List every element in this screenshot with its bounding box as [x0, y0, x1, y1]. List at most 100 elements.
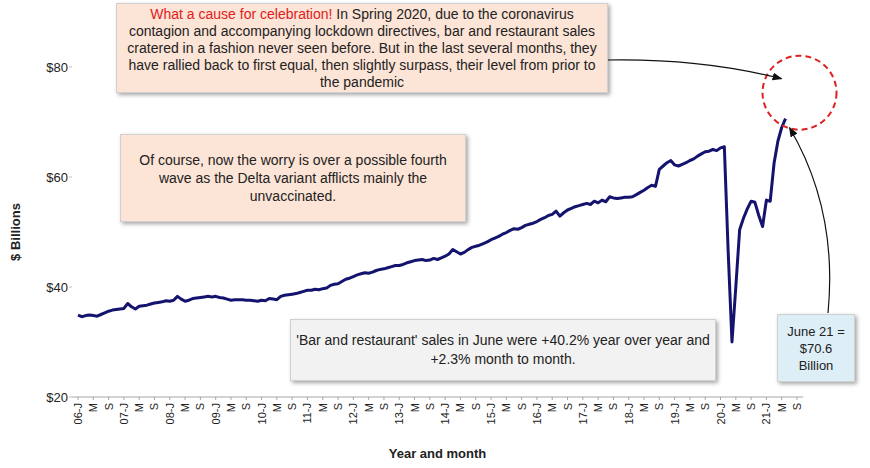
x-tick-label: S: [516, 403, 528, 410]
x-tick-label: S: [562, 403, 574, 410]
annotation-body: 'Bar and restaurant' sales in June were …: [296, 332, 710, 367]
x-tick-label: M: [592, 403, 604, 412]
x-tick-label: S: [103, 403, 115, 410]
x-tick-label: S: [470, 403, 482, 410]
annotation-box: What a cause for celebration! In Spring …: [116, 3, 608, 93]
x-tick: [598, 397, 599, 400]
x-tick: [674, 397, 675, 400]
x-tick: [429, 397, 430, 400]
x-tick: [491, 397, 492, 400]
annotation-box: June 21 = $70.6 Billion: [777, 314, 855, 382]
x-tick-label: S: [791, 403, 803, 410]
x-tick-label: S: [286, 403, 298, 410]
x-tick-label: M: [454, 403, 466, 412]
x-tick-label: M: [87, 403, 99, 412]
y-tick-label: $80: [46, 60, 68, 75]
x-tick: [230, 397, 231, 400]
x-tick-label: 10-J: [256, 403, 268, 424]
annotation-highlight: What a cause for celebration!: [150, 6, 332, 22]
x-tick-label: 08-J: [164, 403, 176, 424]
x-tick: [276, 397, 277, 400]
x-tick-label: 13-J: [393, 403, 405, 424]
y-tick-label: $20: [46, 390, 68, 405]
x-tick: [720, 397, 721, 400]
x-tick: [215, 397, 216, 400]
x-tick-label: 07-J: [118, 403, 130, 424]
callout-arrow: [606, 60, 782, 79]
x-tick-label: S: [745, 403, 757, 410]
x-tick: [689, 397, 690, 400]
x-tick: [368, 397, 369, 400]
x-tick-label: 21-J: [760, 403, 772, 424]
x-tick: [751, 397, 752, 400]
x-tick-label: S: [378, 403, 390, 410]
x-tick: [353, 397, 354, 400]
x-tick: [139, 397, 140, 400]
x-tick-label: M: [225, 403, 237, 412]
annotation-box: Of course, now the worry is over a possi…: [120, 134, 466, 222]
x-tick: [766, 397, 767, 400]
x-tick: [613, 397, 614, 400]
x-tick-label: S: [699, 403, 711, 410]
y-axis-title: $ Billions: [8, 203, 23, 261]
x-axis-title: Year and month: [389, 446, 487, 461]
x-tick: [78, 397, 79, 400]
x-tick-label: S: [653, 403, 665, 410]
x-tick: [185, 397, 186, 400]
annotation-body: Of course, now the worry is over a possi…: [139, 152, 446, 204]
x-tick: [383, 397, 384, 400]
x-tick-label: S: [240, 403, 252, 410]
y-tick: [69, 177, 72, 178]
x-tick-label: 11-J: [301, 403, 313, 424]
x-tick: [536, 397, 537, 400]
y-tick: [69, 397, 72, 398]
x-tick: [521, 397, 522, 400]
annotation-text: June 21 = $70.6 Billion: [783, 323, 849, 374]
x-tick: [475, 397, 476, 400]
x-tick: [628, 397, 629, 400]
x-tick: [399, 397, 400, 400]
x-tick-label: 14-J: [439, 403, 451, 424]
x-tick-label: M: [500, 403, 512, 412]
annotation-box: 'Bar and restaurant' sales in June were …: [290, 319, 716, 381]
x-tick: [93, 397, 94, 400]
x-tick: [338, 397, 339, 400]
highlight-circle: [763, 56, 837, 130]
x-tick-label: 18-J: [623, 403, 635, 424]
x-tick: [154, 397, 155, 400]
plot-area: [78, 119, 786, 342]
x-tick: [307, 397, 308, 400]
y-tick: [69, 287, 72, 288]
annotation-text: Of course, now the worry is over a possi…: [126, 151, 460, 205]
annotation-text: 'Bar and restaurant' sales in June were …: [296, 331, 710, 369]
x-tick: [169, 397, 170, 400]
x-tick-label: M: [776, 403, 788, 412]
x-tick-label: 17-J: [577, 403, 589, 424]
x-tick-label: M: [638, 403, 650, 412]
x-tick: [460, 397, 461, 400]
y-tick-label: $60: [46, 170, 68, 185]
x-tick-label: 09-J: [210, 403, 222, 424]
x-tick: [644, 397, 645, 400]
x-axis-line: [72, 397, 803, 398]
x-tick: [797, 397, 798, 400]
x-tick: [659, 397, 660, 400]
annotation-body: June 21 = $70.6 Billion: [787, 324, 844, 373]
x-tick: [322, 397, 323, 400]
x-tick-label: 15-J: [485, 403, 497, 424]
callout-arrow: [790, 128, 830, 313]
x-tick: [567, 397, 568, 400]
x-tick: [246, 397, 247, 400]
x-tick: [108, 397, 109, 400]
y-tick: [69, 67, 72, 68]
x-tick-label: M: [179, 403, 191, 412]
x-tick-label: M: [133, 403, 145, 412]
x-tick-label: M: [730, 403, 742, 412]
x-tick: [445, 397, 446, 400]
x-tick-label: M: [409, 403, 421, 412]
x-tick-label: 20-J: [715, 403, 727, 424]
x-tick-label: 16-J: [531, 403, 543, 424]
x-tick-label: S: [332, 403, 344, 410]
x-tick: [200, 397, 201, 400]
x-tick: [261, 397, 262, 400]
